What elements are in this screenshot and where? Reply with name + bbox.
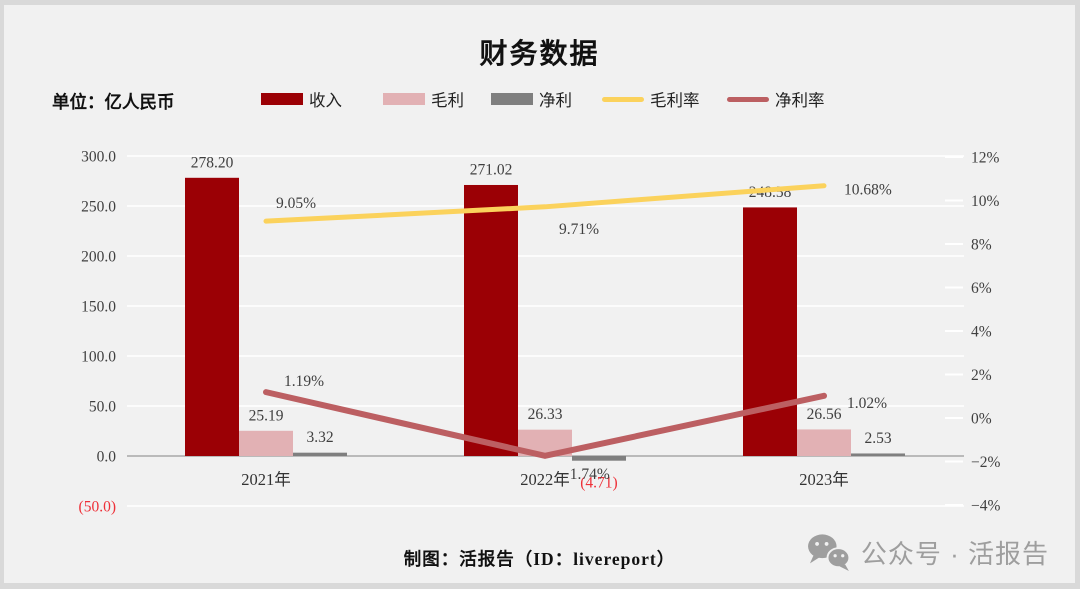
line-label-毛利率-2023年: 10.68% <box>844 182 892 199</box>
bar-label-毛利-2022年: 26.33 <box>528 406 563 423</box>
legend-line-swatch <box>602 96 644 102</box>
bar-label-净利-2023年: 2.53 <box>864 430 891 447</box>
legend-label: 毛利 <box>431 91 464 110</box>
bar-收入-2022年 <box>464 184 518 457</box>
bar-label-净利-2022年: (4.71) <box>580 475 617 492</box>
right-axis-label: 8% <box>971 237 992 254</box>
right-axis-label: 4% <box>971 324 992 341</box>
legend-bar-swatch <box>491 93 533 105</box>
bar-label-收入-2022年: 271.02 <box>470 161 513 178</box>
left-axis-label: 150.0 <box>81 299 116 316</box>
unit-label: 单位：亿人民币 <box>52 92 175 112</box>
bar-毛利-2021年 <box>239 430 293 456</box>
watermark-label: 公众号 · 活报告 <box>860 538 1049 569</box>
right-axis-label: 2% <box>971 367 992 384</box>
left-axis-label: 300.0 <box>81 149 116 166</box>
bar-label-毛利-2023年: 26.56 <box>807 406 842 423</box>
legend-label: 毛利率 <box>650 91 700 110</box>
right-axis-label: 0% <box>971 411 992 428</box>
left-axis-label: 250.0 <box>81 199 116 216</box>
bar-净利-2021年 <box>293 452 347 456</box>
bar-收入-2021年 <box>185 177 239 457</box>
legend-item-3: 净利 <box>491 89 572 110</box>
legend-item-2: 毛利 <box>383 89 464 110</box>
left-axis-label: 200.0 <box>81 249 116 266</box>
legend-label: 收入 <box>309 91 342 110</box>
legend-label: 净利 <box>539 91 572 110</box>
left-axis-label: 50.0 <box>89 399 116 416</box>
left-axis-label: 100.0 <box>81 349 116 366</box>
left-axis-label: 0.0 <box>97 449 117 466</box>
wechat-icon <box>807 534 851 571</box>
legend-bar-swatch <box>383 93 425 105</box>
legend-item-1: 收入 <box>261 89 342 110</box>
right-axis-label: −4% <box>971 498 1000 515</box>
chart-card: 财务数据 单位：亿人民币 收入 毛利 净利 毛利率 净利率 278.20 271.02 24… <box>4 5 1075 583</box>
line-label-净利率-2021年: 1.19% <box>284 373 324 390</box>
line-label-毛利率-2022年: 9.71% <box>559 221 599 238</box>
legend-label: 净利率 <box>775 91 825 110</box>
bar-净利-2022年 <box>572 456 626 461</box>
legend-item-5: 净利率 <box>727 89 825 110</box>
x-axis-label-2022年: 2022年 <box>520 470 570 489</box>
bar-毛利-2023年 <box>797 429 851 456</box>
bar-label-收入-2021年: 278.20 <box>191 154 234 171</box>
watermark: 公众号 · 活报告 <box>805 533 1049 571</box>
bar-净利-2023年 <box>851 453 905 456</box>
bar-收入-2023年 <box>743 207 797 456</box>
footer-credit: 制图：活报告（ID：livereport） <box>403 549 676 569</box>
legend-line-swatch <box>727 96 769 102</box>
right-axis-label: 10% <box>971 193 1000 210</box>
x-axis-label-2021年: 2021年 <box>241 470 291 489</box>
line-label-净利率-2022年: −1.74% <box>561 466 610 483</box>
bar-label-净利-2021年: 3.32 <box>306 429 333 446</box>
right-axis-label: 6% <box>971 280 992 297</box>
line-毛利率 <box>263 183 827 224</box>
line-净利率 <box>263 389 827 459</box>
right-axis-label: −2% <box>971 454 1000 471</box>
x-axis-label-2023年: 2023年 <box>799 470 849 489</box>
left-axis-label: (50.0) <box>79 499 116 516</box>
line-label-净利率-2023年: 1.02% <box>847 395 887 412</box>
page-title: 财务数据 <box>479 39 600 70</box>
legend-bar-swatch <box>261 93 303 105</box>
bar-label-毛利-2021年: 25.19 <box>249 407 284 424</box>
right-axis-label: 12% <box>971 150 1000 167</box>
legend-item-4: 毛利率 <box>602 89 700 110</box>
line-label-毛利率-2021年: 9.05% <box>276 195 316 212</box>
